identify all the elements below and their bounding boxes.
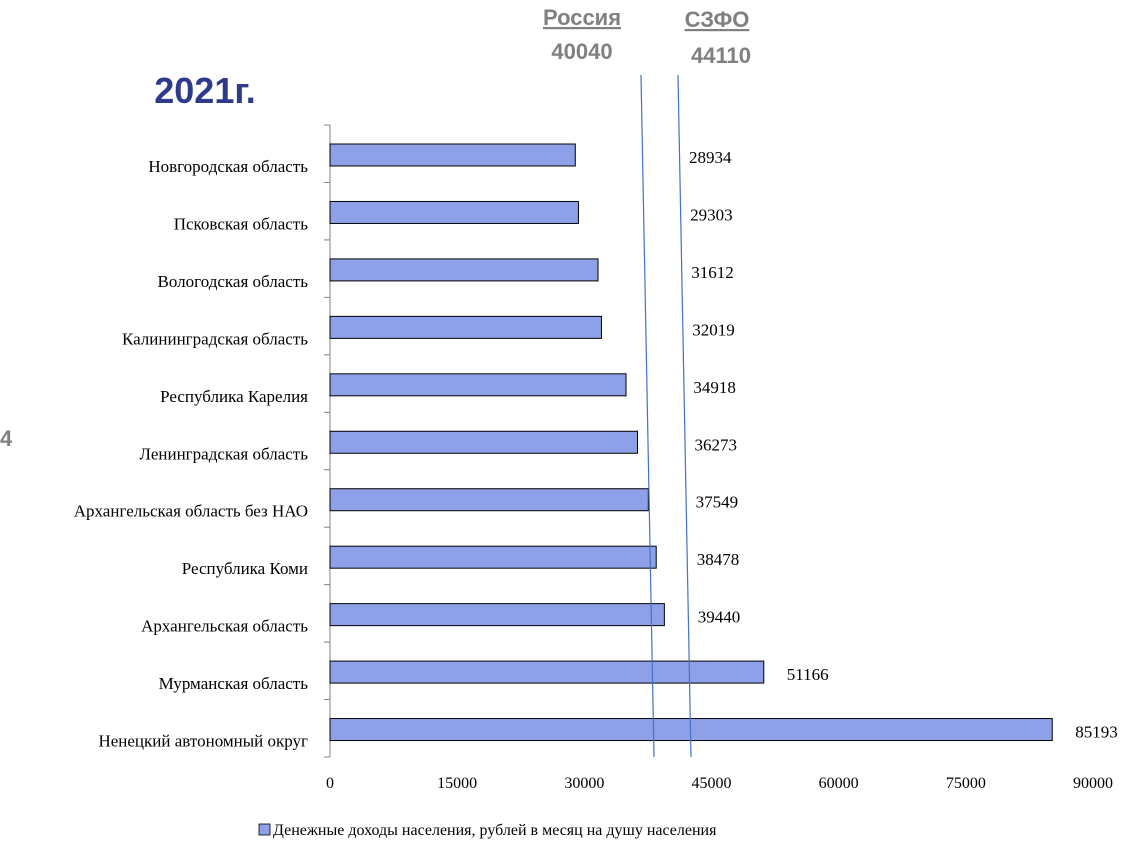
edge-fragment-text: 4 [0,426,13,451]
category-label: Новгородская область [148,157,308,176]
category-label: Архангельская область без НАО [74,502,308,521]
bar [329,258,599,282]
x-tick-label: 30000 [564,775,604,792]
x-tick-label: 45000 [692,775,732,792]
bar [329,430,639,454]
bar [329,373,627,397]
bar [329,488,649,512]
bar [329,315,602,339]
reference-value-szfo: 44110 [691,43,751,68]
bar [329,603,665,627]
category-label: Псковская область [174,214,309,233]
legend-label: Денежные доходы населения, рублей в меся… [273,822,717,839]
data-label: 28934 [689,148,732,167]
bars-layer [329,143,1053,742]
bar [329,200,579,224]
reference-lines-layer [640,74,692,758]
bar [329,660,765,684]
category-label: Республика Коми [182,559,308,578]
category-label: Ненецкий автономный округ [98,732,308,751]
x-tick-label: 75000 [946,775,986,792]
category-label: Ленинградская область [139,444,308,463]
bar [329,545,657,569]
data-label: 38478 [697,550,740,569]
data-label: 37549 [696,493,739,512]
bar [329,143,576,167]
category-label: Калининградская область [122,329,308,348]
data-label: 51166 [787,665,829,684]
axes-layer: 0 15000 30000 45000 60000 75000 90000 [324,124,1113,792]
category-label: Архангельская область [141,617,308,636]
data-label: 36273 [695,435,738,454]
legend-swatch [258,823,271,836]
category-label: Вологодская область [158,272,309,291]
x-tick-label: 15000 [437,775,477,792]
category-label: Республика Карелия [160,387,308,406]
x-tick-label: 0 [326,775,334,792]
data-label: 85193 [1075,723,1118,742]
x-tick-label: 90000 [1073,775,1113,792]
reference-label-szfo: СЗФО [685,7,750,32]
data-label: 34918 [693,378,736,397]
x-tick-label: 60000 [819,775,859,792]
reference-value-russia: 40040 [551,39,612,64]
data-label: 32019 [692,320,735,339]
data-label: 31612 [691,263,734,282]
data-label: 29303 [690,205,733,224]
data-label: 39440 [698,608,741,627]
year-title: 2021г. [154,70,255,111]
category-label: Мурманская область [159,674,309,693]
reference-line-russia [640,74,655,758]
reference-line-szfo [677,74,692,758]
legend: Денежные доходы населения, рублей в меся… [258,822,717,839]
labels-layer: Новгородская область 28934 Псковская облас… [74,148,1118,751]
reference-label-russia: Россия [543,5,621,30]
